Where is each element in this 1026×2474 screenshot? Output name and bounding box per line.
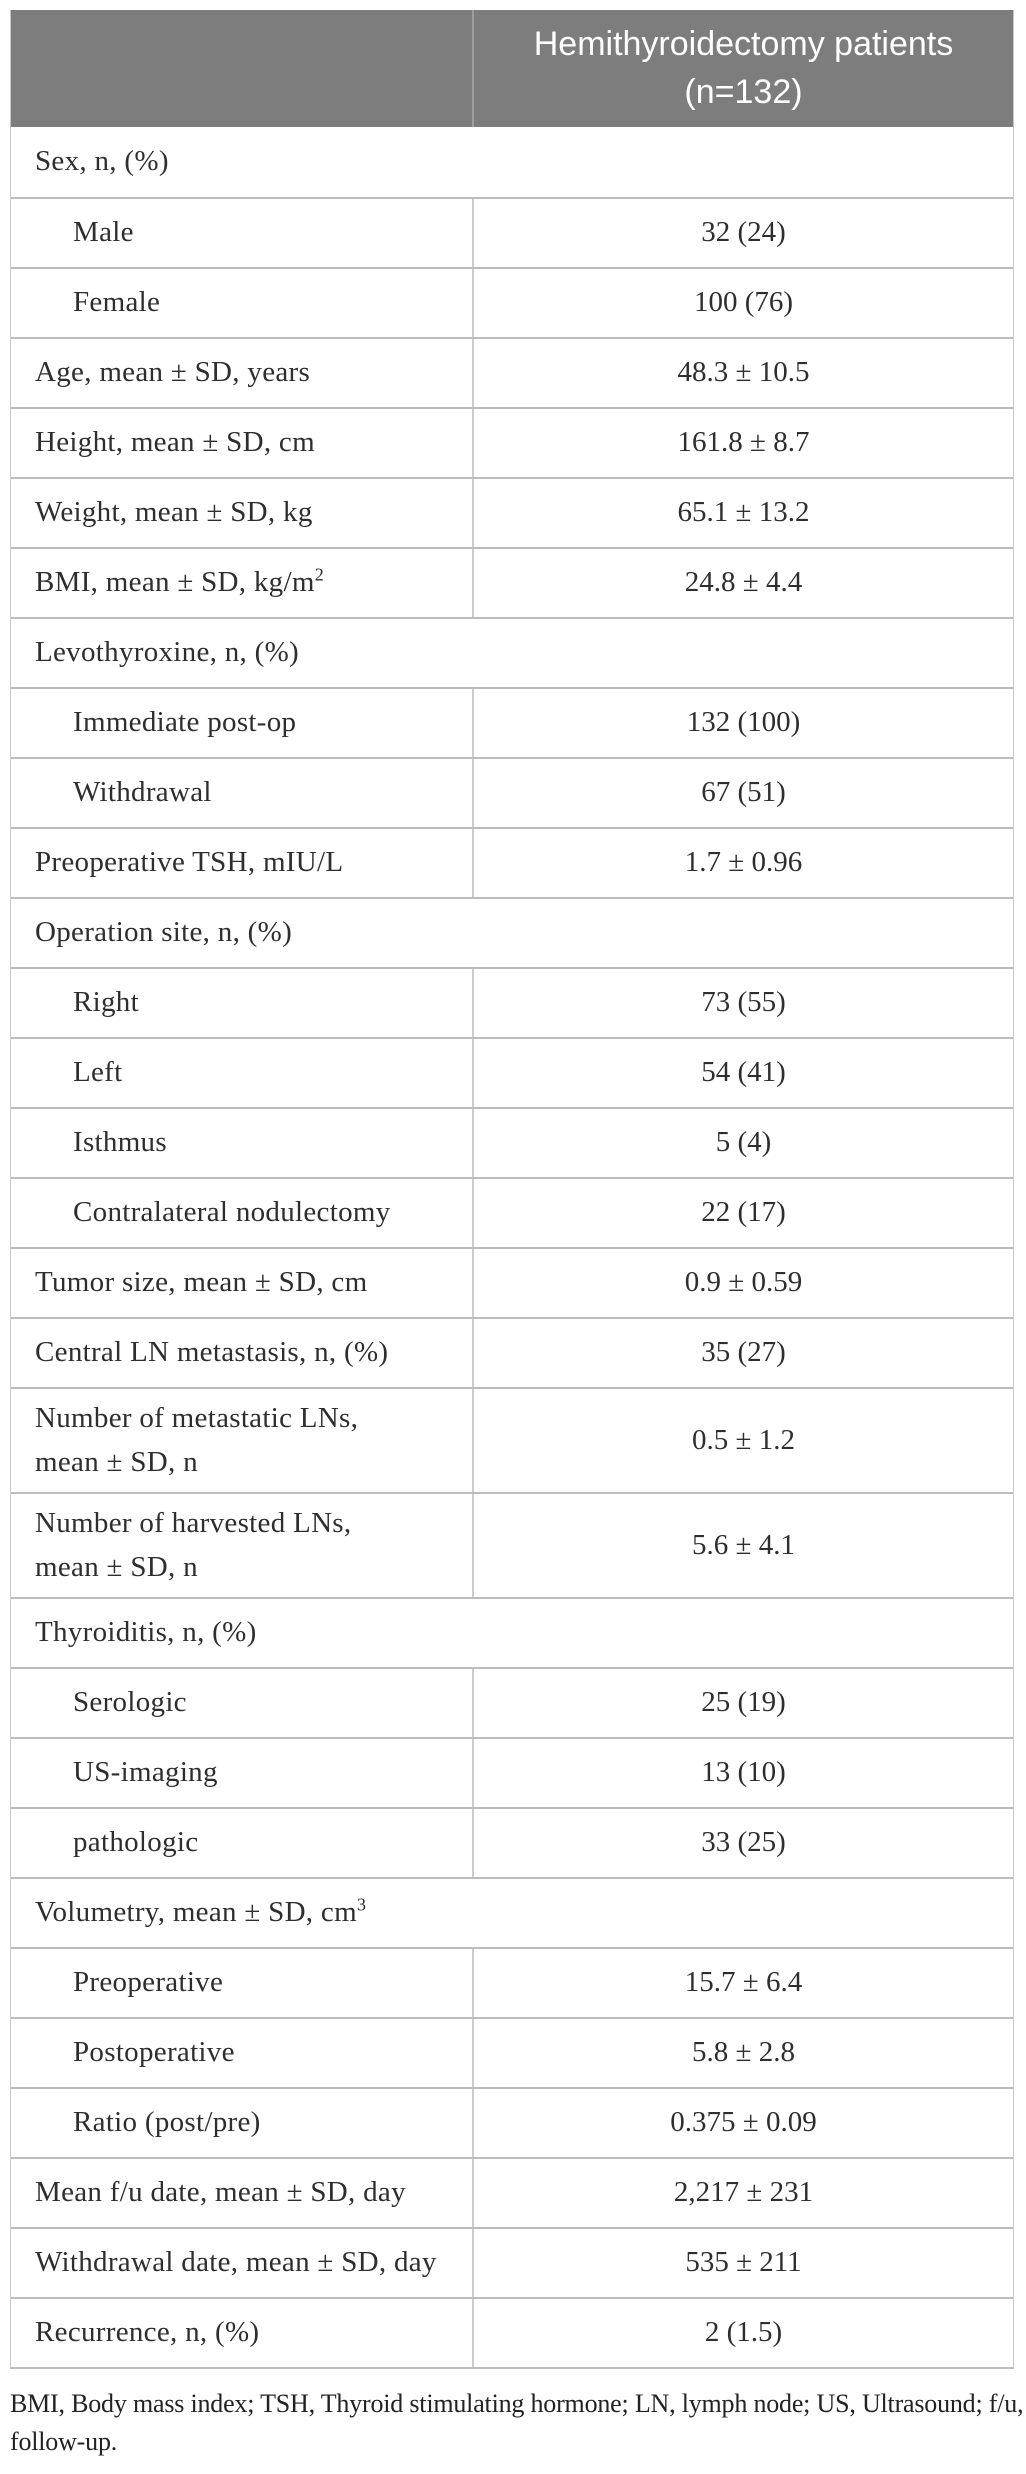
table-row: Recurrence, n, (%) 2 (1.5)	[11, 2297, 1013, 2367]
row-label: Thyroiditis, n, (%)	[35, 1616, 257, 1649]
table-row: Volumetry, mean ± SD, cm3	[11, 1877, 1013, 1947]
patient-characteristics-table: Hemithyroidectomy patients (n=132) Sex, …	[10, 10, 1014, 2369]
row-label: Recurrence, n, (%)	[11, 2299, 474, 2367]
row-label: Left	[11, 1039, 474, 1107]
table-row: Age, mean ± SD, years 48.3 ± 10.5	[11, 337, 1013, 407]
row-value: 100 (76)	[693, 286, 794, 319]
row-label: Immediate post-op	[11, 689, 474, 757]
table-row: Central LN metastasis, n, (%) 35 (27)	[11, 1317, 1013, 1387]
row-value: 73 (55)	[701, 986, 786, 1019]
row-value: 24.8 ± 4.4	[684, 566, 803, 599]
row-value: 15.7 ± 6.4	[684, 1966, 803, 1999]
table-row: Height, mean ± SD, cm 161.8 ± 8.7	[11, 407, 1013, 477]
row-label: Age, mean ± SD, years	[11, 339, 474, 407]
row-label: Number of harvested LNs, mean ± SD, n	[11, 1494, 474, 1597]
table-row: Right 73 (55)	[11, 967, 1013, 1037]
table-row: Female 100 (76)	[11, 267, 1013, 337]
row-label: US-imaging	[11, 1739, 474, 1807]
row-label: Tumor size, mean ± SD, cm	[11, 1249, 474, 1317]
row-label: Volumetry, mean ± SD, cm3	[35, 1894, 367, 1929]
row-value: 54 (41)	[701, 1056, 786, 1089]
row-value: 35 (27)	[701, 1336, 786, 1369]
row-label: Number of metastatic LNs, mean ± SD, n	[11, 1389, 474, 1492]
row-label: Female	[11, 269, 474, 337]
row-label: Contralateral nodulectomy	[11, 1179, 474, 1247]
header-cell-empty	[11, 10, 474, 127]
row-value: 25 (19)	[701, 1686, 786, 1719]
row-value: 67 (51)	[701, 776, 786, 809]
row-value: 22 (17)	[701, 1196, 786, 1229]
row-value: 32 (24)	[701, 216, 786, 249]
table-body: Sex, n, (%) Male 32 (24) Female 100 (76) Age,…	[11, 127, 1013, 2367]
table-row: Left 54 (41)	[11, 1037, 1013, 1107]
row-label: Isthmus	[11, 1109, 474, 1177]
superscript: 3	[356, 1894, 367, 1915]
table-row: Number of harvested LNs, mean ± SD, n 5.6…	[11, 1492, 1013, 1597]
row-label: Height, mean ± SD, cm	[11, 409, 474, 477]
table-row: Contralateral nodulectomy 22 (17)	[11, 1177, 1013, 1247]
row-value: 132 (100)	[686, 706, 801, 739]
row-label: pathologic	[11, 1809, 474, 1877]
table-row: Weight, mean ± SD, kg 65.1 ± 13.2	[11, 477, 1013, 547]
header-cell-patients: Hemithyroidectomy patients (n=132)	[533, 24, 954, 111]
row-value: 2,217 ± 231	[673, 2176, 814, 2209]
row-value: 2 (1.5)	[704, 2316, 783, 2349]
row-label: Sex, n, (%)	[35, 145, 169, 178]
table-row: BMI, mean ± SD, kg/m2 24.8 ± 4.4	[11, 547, 1013, 617]
row-value: 535 ± 211	[685, 2246, 802, 2279]
table-row: Male 32 (24)	[11, 197, 1013, 267]
row-label: Serologic	[11, 1669, 474, 1737]
row-label: Withdrawal date, mean ± SD, day	[11, 2229, 474, 2297]
row-label: Right	[11, 969, 474, 1037]
table-row: Mean f/u date, mean ± SD, day 2,217 ± 231	[11, 2157, 1013, 2227]
table-row: pathologic 33 (25)	[11, 1807, 1013, 1877]
row-value: 65.1 ± 13.2	[677, 496, 810, 529]
row-label: Withdrawal	[11, 759, 474, 827]
table-row: Withdrawal 67 (51)	[11, 757, 1013, 827]
row-value: 33 (25)	[701, 1826, 786, 1859]
table-row: Tumor size, mean ± SD, cm 0.9 ± 0.59	[11, 1247, 1013, 1317]
row-value: 13 (10)	[701, 1756, 786, 1789]
table-row: Withdrawal date, mean ± SD, day 535 ± 211	[11, 2227, 1013, 2297]
table-row: Preoperative 15.7 ± 6.4	[11, 1947, 1013, 2017]
row-value: 5 (4)	[715, 1126, 772, 1159]
table-row: Immediate post-op 132 (100)	[11, 687, 1013, 757]
table-row: Thyroiditis, n, (%)	[11, 1597, 1013, 1667]
table-row: Postoperative 5.8 ± 2.8	[11, 2017, 1013, 2087]
table-row: US-imaging 13 (10)	[11, 1737, 1013, 1807]
row-label: Operation site, n, (%)	[35, 916, 293, 949]
row-label: Levothyroxine, n, (%)	[35, 636, 300, 669]
row-label: Preoperative TSH, mIU/L	[11, 829, 474, 897]
row-value: 161.8 ± 8.7	[677, 426, 810, 459]
table-row: Number of metastatic LNs, mean ± SD, n 0.…	[11, 1387, 1013, 1492]
row-label: BMI, mean ± SD, kg/m2	[11, 549, 474, 617]
table-row: Ratio (post/pre) 0.375 ± 0.09	[11, 2087, 1013, 2157]
table-row: Operation site, n, (%)	[11, 897, 1013, 967]
row-value: 0.375 ± 0.09	[670, 2106, 817, 2139]
table-row: Levothyroxine, n, (%)	[11, 617, 1013, 687]
row-label: Male	[11, 199, 474, 267]
row-value: 48.3 ± 10.5	[677, 356, 810, 389]
table-row: Serologic 25 (19)	[11, 1667, 1013, 1737]
table-row: Preoperative TSH, mIU/L 1.7 ± 0.96	[11, 827, 1013, 897]
row-value: 5.6 ± 4.1	[692, 1528, 795, 1561]
row-value: 5.8 ± 2.8	[692, 2036, 795, 2069]
row-value: 1.7 ± 0.96	[684, 846, 803, 879]
row-label: Postoperative	[11, 2019, 474, 2087]
table-header-row: Hemithyroidectomy patients (n=132)	[11, 10, 1013, 127]
superscript: 2	[314, 564, 324, 585]
row-label: Weight, mean ± SD, kg	[11, 479, 474, 547]
row-label: Ratio (post/pre)	[11, 2089, 474, 2157]
table-row: Isthmus 5 (4)	[11, 1107, 1013, 1177]
row-value: 0.9 ± 0.59	[684, 1266, 803, 1299]
row-label: Mean f/u date, mean ± SD, day	[11, 2159, 474, 2227]
table-row: Sex, n, (%)	[11, 127, 1013, 197]
abbreviations-footnote: BMI, Body mass index; TSH, Thyroid stimu…	[10, 2389, 1024, 2456]
row-value: 0.5 ± 1.2	[692, 1423, 795, 1456]
row-label: Central LN metastasis, n, (%)	[11, 1319, 474, 1387]
row-label: Preoperative	[11, 1949, 474, 2017]
